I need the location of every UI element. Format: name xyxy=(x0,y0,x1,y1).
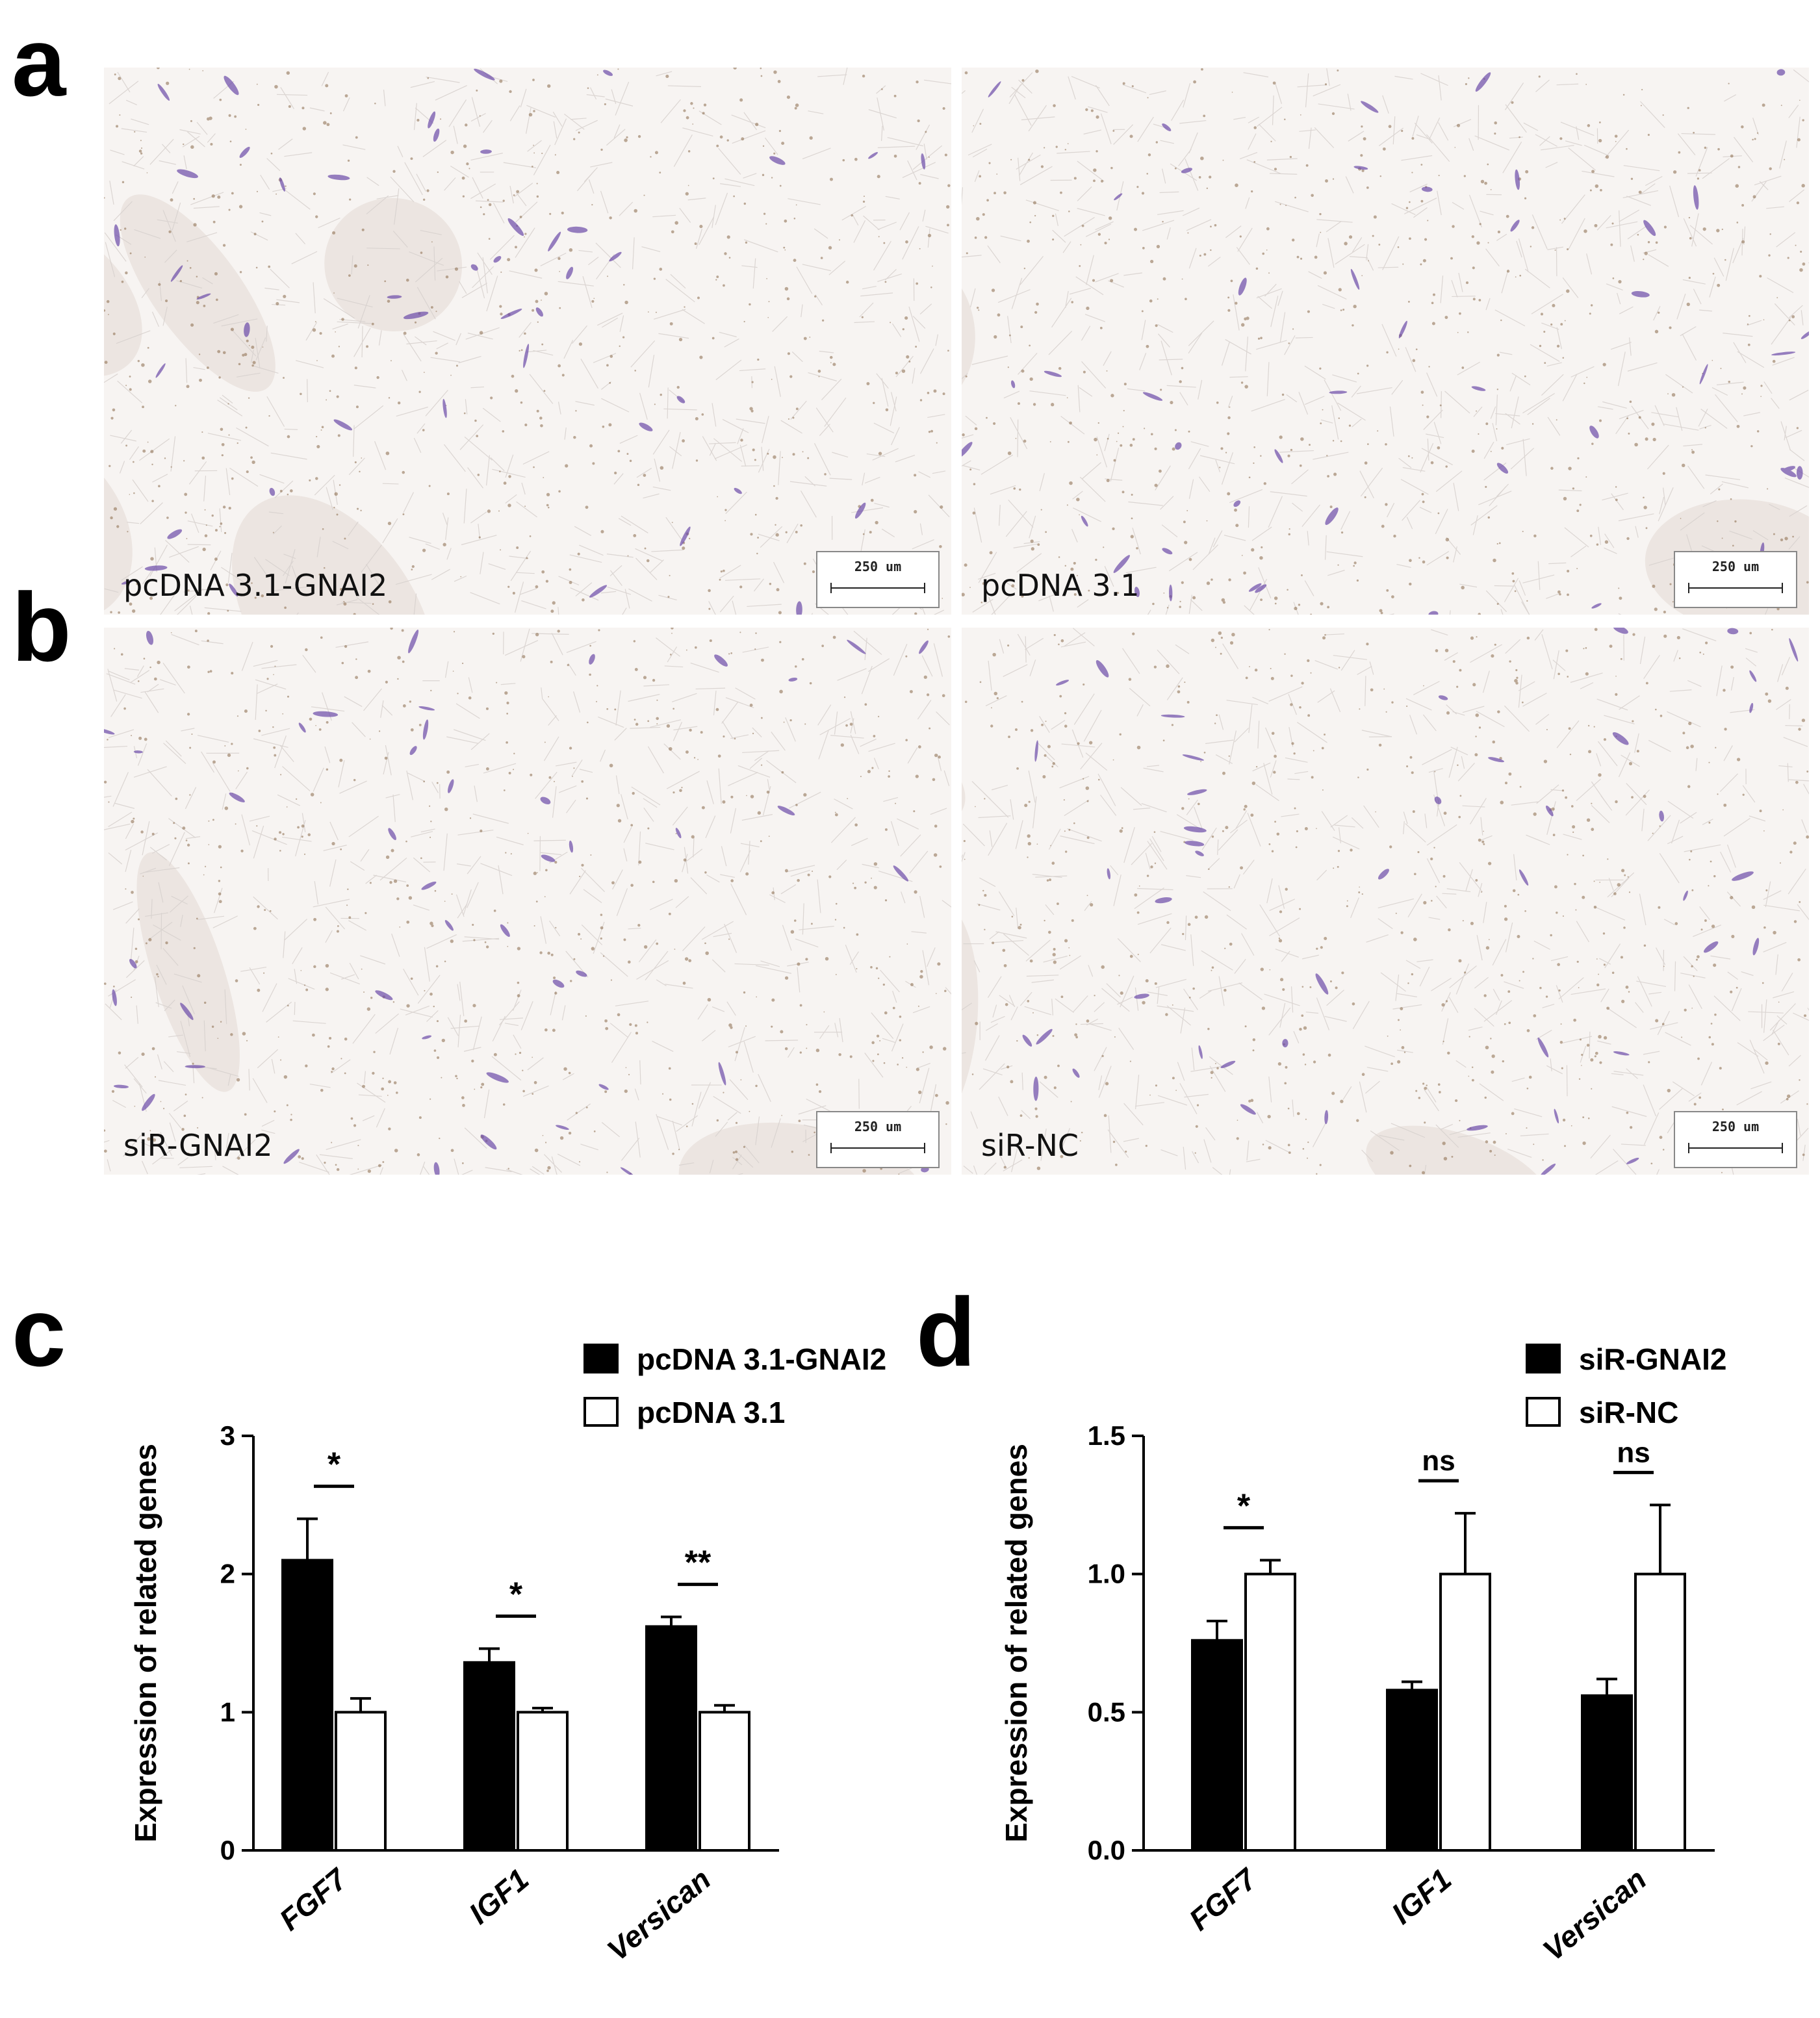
legend-swatch-0 xyxy=(583,1344,619,1373)
y-tick-label: 0 xyxy=(220,1835,235,1865)
scale-bar-line xyxy=(1688,1143,1783,1153)
bar-treated-versican xyxy=(1581,1694,1633,1852)
panel-letter-b: b xyxy=(12,572,71,682)
scale-bar-line xyxy=(830,1143,925,1153)
scale-bar-text: 250 um xyxy=(1711,559,1760,574)
bar-treated-igf1 xyxy=(1386,1689,1438,1852)
micrograph-sir-nc: siR-NC 250 um xyxy=(962,628,1809,1175)
chart-d-svg: Expression of related genes 0.0 0.5 1.0 1.5 *… xyxy=(999,1342,1726,1967)
significance-label: * xyxy=(1237,1487,1251,1525)
y-tick-label: 1 xyxy=(220,1696,235,1727)
scale-bar-text: 250 um xyxy=(1711,1119,1760,1134)
chart-c: Expression of related genes 0 1 2 3 * FGF7 * IGF… xyxy=(123,1319,936,2008)
panel-letter-d: d xyxy=(916,1277,976,1386)
scale-bar: 250 um xyxy=(1674,1111,1797,1168)
micrograph-label: pcDNA 3.1-GNAI2 xyxy=(123,568,388,603)
stain-patch xyxy=(136,852,240,1092)
scale-bar-line xyxy=(830,583,925,593)
y-axis-label: Expression of related genes xyxy=(129,1444,162,1843)
chart-d: Expression of related genes 0.0 0.5 1.0 1.5 *… xyxy=(994,1319,1813,2008)
bar-treated-fgf7 xyxy=(1191,1639,1243,1852)
significance-label: ns xyxy=(1617,1437,1650,1468)
stain-patch xyxy=(120,194,276,392)
legend-label-1: pcDNA 3.1 xyxy=(637,1396,785,1429)
legend-swatch-1 xyxy=(583,1397,619,1427)
micrograph-texture xyxy=(962,628,1809,1175)
x-tick-label: Versican xyxy=(1536,1862,1652,1967)
significance-label: * xyxy=(509,1576,523,1614)
micrograph-texture xyxy=(104,628,951,1175)
micrograph-pcdna-gnai2: pcDNA 3.1-GNAI2 250 um xyxy=(104,68,951,615)
scale-bar-text: 250 um xyxy=(854,1119,902,1134)
bar-control-fgf7 xyxy=(1244,1572,1296,1852)
x-tick-label: FGF7 xyxy=(273,1861,354,1937)
bar-treated-igf1 xyxy=(463,1661,515,1852)
panel-letter-a: a xyxy=(12,7,66,116)
scale-bar: 250 um xyxy=(816,1111,940,1168)
legend-label-0: pcDNA 3.1-GNAI2 xyxy=(637,1342,886,1376)
scale-bar-text: 250 um xyxy=(854,559,902,574)
stain-patch xyxy=(324,198,463,331)
legend-label-0: siR-GNAI2 xyxy=(1579,1342,1726,1376)
micrograph-sir-gnai2: siR-GNAI2 250 um xyxy=(104,628,951,1175)
micrograph-texture xyxy=(962,68,1809,615)
bar-control-versican xyxy=(1634,1572,1686,1852)
bar-treated-versican xyxy=(645,1625,697,1852)
legend-swatch-1 xyxy=(1526,1397,1561,1427)
legend-label-1: siR-NC xyxy=(1579,1396,1678,1429)
y-tick-label: 1.5 xyxy=(1088,1420,1125,1451)
stain-patch xyxy=(232,495,435,615)
micrograph-label: pcDNA 3.1 xyxy=(981,568,1140,603)
bar-control-igf1 xyxy=(1439,1572,1491,1852)
x-tick-label: Versican xyxy=(600,1862,717,1967)
panel-letter-c: c xyxy=(12,1277,66,1386)
scale-bar: 250 um xyxy=(1674,551,1797,608)
x-tick-label: IGF1 xyxy=(1385,1862,1458,1931)
stain-patch xyxy=(1366,1125,1552,1175)
y-tick-label: 2 xyxy=(220,1559,235,1589)
scale-bar-line xyxy=(1688,583,1783,593)
y-tick-label: 0.5 xyxy=(1088,1696,1125,1727)
micrograph-texture xyxy=(104,68,951,615)
x-tick-label: FGF7 xyxy=(1183,1861,1264,1937)
micrograph-pcdna: pcDNA 3.1 250 um xyxy=(962,68,1809,615)
micrograph-label: siR-NC xyxy=(981,1128,1079,1163)
y-tick-label: 0.0 xyxy=(1088,1835,1125,1865)
micrograph-label: siR-GNAI2 xyxy=(123,1128,273,1163)
y-tick-label: 3 xyxy=(220,1420,235,1451)
legend-swatch-0 xyxy=(1526,1344,1561,1373)
bar-control-igf1 xyxy=(517,1711,569,1852)
significance-label: ** xyxy=(685,1544,711,1582)
chart-c-svg: Expression of related genes 0 1 2 3 * FGF7 * IGF… xyxy=(129,1342,886,1967)
bar-treated-fgf7 xyxy=(281,1559,333,1852)
x-tick-label: IGF1 xyxy=(463,1862,535,1931)
significance-label: * xyxy=(327,1446,341,1484)
y-tick-label: 1.0 xyxy=(1088,1559,1125,1589)
significance-label: ns xyxy=(1422,1445,1455,1477)
bar-control-versican xyxy=(699,1711,750,1852)
scale-bar: 250 um xyxy=(816,551,940,608)
y-axis-label: Expression of related genes xyxy=(999,1444,1033,1843)
bar-control-fgf7 xyxy=(335,1711,387,1852)
